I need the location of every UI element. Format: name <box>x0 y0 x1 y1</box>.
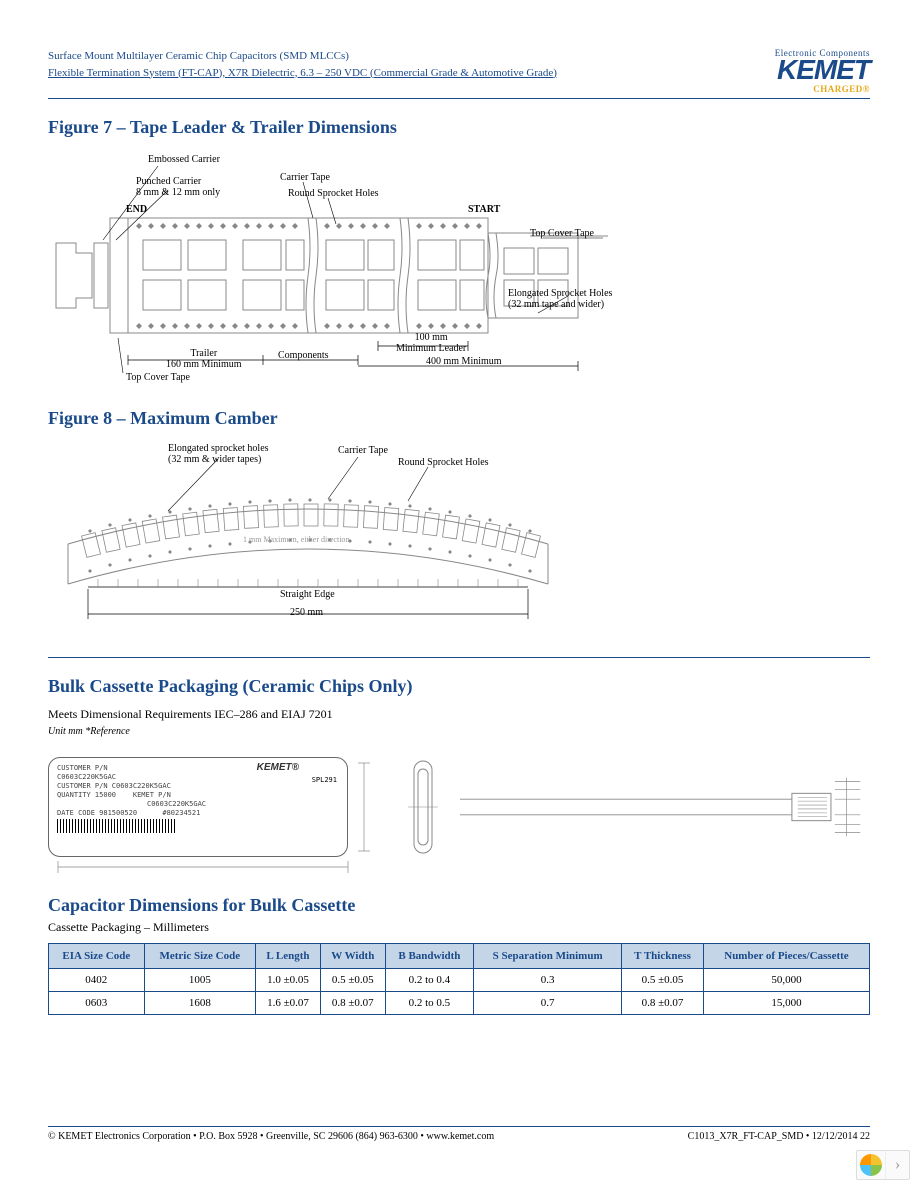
dim-col-7: Number of Pieces/Cassette <box>703 944 869 969</box>
dim-cell: 1005 <box>144 969 256 992</box>
dim-cell: 0402 <box>49 969 145 992</box>
figure-7-diagram: Embossed Carrier Punched Carrier 8 mm & … <box>48 148 870 388</box>
dim-table-header-row: EIA Size Code Metric Size Code L Length … <box>49 944 870 969</box>
dim-cell: 0.2 to 0.4 <box>385 969 473 992</box>
dim-cell: 1608 <box>144 992 256 1015</box>
cassette-long-drawing <box>460 767 870 847</box>
bulk-drawings: KEMET® SPL291 CUSTOMER P/N C0603C220K5GA… <box>48 747 870 867</box>
cassette-r4b: #80234521 <box>162 809 200 817</box>
cassette-r3b: KEMET P/N <box>133 791 171 799</box>
cassette-r4: DATE CODE 981500520 <box>57 809 137 817</box>
fig7-label-components: Components <box>278 350 329 361</box>
figure-8-diagram: Elongated sprocket holes (32 mm & wider … <box>48 439 870 629</box>
figure-7-title: Figure 7 – Tape Leader & Trailer Dimensi… <box>48 117 870 138</box>
header-text: Surface Mount Multilayer Ceramic Chip Ca… <box>48 48 557 81</box>
cassette-label-drawing: KEMET® SPL291 CUSTOMER P/N C0603C220K5GA… <box>48 757 348 857</box>
fig8-label-round-holes: Round Sprocket Holes <box>398 457 489 468</box>
cassette-klogo: KEMET® <box>257 762 299 773</box>
fig7-label-punched: Punched Carrier 8 mm & 12 mm only <box>136 176 220 198</box>
dim-col-2: L Length <box>256 944 321 969</box>
cassette-barcode <box>57 819 177 833</box>
fig7-label-topcover2: Top Cover Tape <box>126 372 190 383</box>
dim-row-1: 0603 1608 1.6 ±0.07 0.8 ±0.07 0.2 to 0.5… <box>49 992 870 1015</box>
dim-cell: 1.6 ±0.07 <box>256 992 321 1015</box>
fig8-label-250mm: 250 mm <box>290 607 323 618</box>
dim-cell: 1.0 ±0.05 <box>256 969 321 992</box>
logo-charged: CHARGED® <box>775 84 870 94</box>
cassette-side-drawing <box>404 757 444 857</box>
logo-main: KEMET <box>775 56 870 84</box>
dim-cell: 0.5 ±0.05 <box>320 969 385 992</box>
dim-col-0: EIA Size Code <box>49 944 145 969</box>
dim-cell: 0.8 ±0.07 <box>320 992 385 1015</box>
cassette-r2: CUSTOMER P/N C0603C220K5GAC <box>57 782 171 790</box>
dim-cell: 0.8 ±0.07 <box>622 992 704 1015</box>
dim-row-0: 0402 1005 1.0 ±0.05 0.5 ±0.05 0.2 to 0.4… <box>49 969 870 992</box>
page-footer: © KEMET Electronics Corporation • P.O. B… <box>48 1126 870 1142</box>
dim-cell: 50,000 <box>703 969 869 992</box>
fig7-label-trailer: Trailer 160 mm Minimum <box>166 348 242 370</box>
fig7-label-elongated: Elongated Sprocket Holes (32 mm tape and… <box>508 288 612 310</box>
fig8-label-elongated: Elongated sprocket holes (32 mm & wider … <box>168 443 269 465</box>
figure-8-title: Figure 8 – Maximum Camber <box>48 408 870 429</box>
dim-title: Capacitor Dimensions for Bulk Cassette <box>48 895 870 916</box>
cassette-r3a: QUANTITY 15000 <box>57 791 116 799</box>
section-divider <box>48 657 870 658</box>
dim-table: EIA Size Code Metric Size Code L Length … <box>48 943 870 1015</box>
fig7-label-start: START <box>468 204 500 215</box>
dim-col-6: T Thickness <box>622 944 704 969</box>
fig7-label-end: END <box>126 204 147 215</box>
dim-col-4: B Bandwidth <box>385 944 473 969</box>
bulk-sub: Meets Dimensional Requirements IEC–286 a… <box>48 707 870 722</box>
cassette-r1: CUSTOMER P/N <box>57 764 108 772</box>
dim-cell: 0.3 <box>474 969 622 992</box>
chevron-right-icon[interactable]: › <box>885 1151 909 1179</box>
fig8-label-max-dir: 1 mm Maximum, either direction <box>243 535 349 544</box>
fig7-label-carrier-tape: Carrier Tape <box>280 172 330 183</box>
dim-cell: 0603 <box>49 992 145 1015</box>
cassette-r1b: C0603C220K5GAC <box>57 773 116 781</box>
figure-8-section: Figure 8 – Maximum Camber <box>48 408 870 629</box>
bulk-unit: Unit mm *Reference <box>48 726 870 737</box>
dim-col-1: Metric Size Code <box>144 944 256 969</box>
dim-section: Capacitor Dimensions for Bulk Cassette C… <box>48 895 870 1015</box>
header-line1: Surface Mount Multilayer Ceramic Chip Ca… <box>48 48 557 65</box>
footer-right: C1013_X7R_FT-CAP_SMD • 12/12/2014 22 <box>688 1131 870 1142</box>
dim-cell: 0.2 to 0.5 <box>385 992 473 1015</box>
bulk-title: Bulk Cassette Packaging (Ceramic Chips O… <box>48 676 870 697</box>
footer-left: © KEMET Electronics Corporation • P.O. B… <box>48 1131 494 1142</box>
fig7-label-embossed: Embossed Carrier <box>148 154 220 165</box>
fig7-label-leader100: 100 mm Minimum Leader <box>396 332 466 354</box>
nav-widget: › <box>856 1150 910 1180</box>
page-header: Surface Mount Multilayer Ceramic Chip Ca… <box>48 48 870 99</box>
header-line2: Flexible Termination System (FT-CAP), X7… <box>48 65 557 82</box>
dim-cell: 15,000 <box>703 992 869 1015</box>
bulk-cassette-section: Bulk Cassette Packaging (Ceramic Chips O… <box>48 676 870 867</box>
fig7-label-topcover1: Top Cover Tape <box>530 228 594 239</box>
logo: Electronic Components KEMET CHARGED® <box>775 48 870 94</box>
fig8-label-straight-edge: Straight Edge <box>280 589 335 600</box>
yext-leaf-icon[interactable] <box>857 1151 885 1179</box>
fig7-label-round-holes: Round Sprocket Holes <box>288 188 379 199</box>
fig8-label-carrier-tape: Carrier Tape <box>338 445 388 456</box>
cassette-r3c: C0603C220K5GAC <box>147 800 206 808</box>
dim-sub: Cassette Packaging – Millimeters <box>48 920 870 935</box>
cassette-spl: SPL291 <box>312 776 337 784</box>
dim-cell: 0.7 <box>474 992 622 1015</box>
fig7-label-leader400: 400 mm Minimum <box>426 356 502 367</box>
figure-7-section: Figure 7 – Tape Leader & Trailer Dimensi… <box>48 117 870 388</box>
dim-cell: 0.5 ±0.05 <box>622 969 704 992</box>
dim-col-3: W Width <box>320 944 385 969</box>
dim-col-5: S Separation Minimum <box>474 944 622 969</box>
